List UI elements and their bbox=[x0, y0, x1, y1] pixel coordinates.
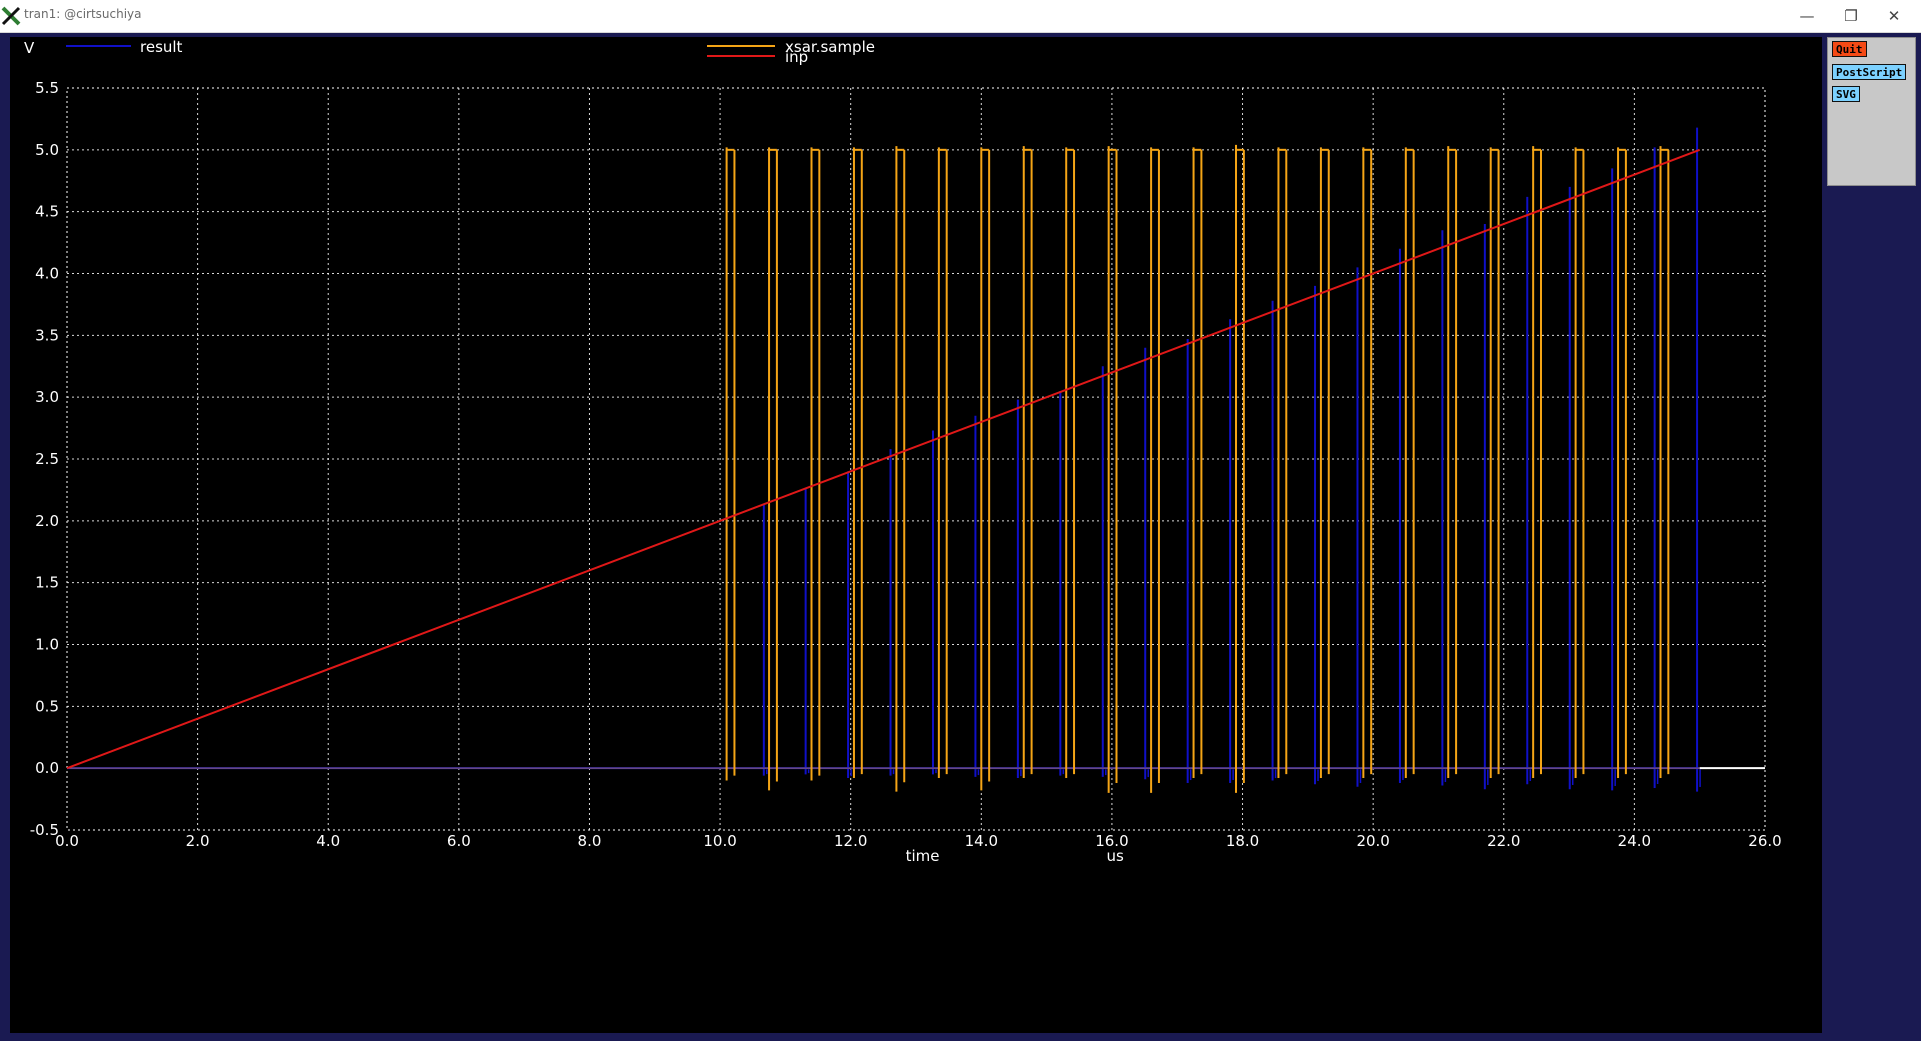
x-axis-label: time bbox=[906, 847, 940, 865]
x-tick-label: 24.0 bbox=[1618, 832, 1651, 850]
y-tick-label: 5.5 bbox=[35, 79, 59, 97]
x-tick-label: 6.0 bbox=[447, 832, 471, 850]
waveform-chart[interactable]: 0.0 2.0 4.0 6.0 8.0 10.0 12.0 14.0 16.0 18.0 20.0 2… bbox=[10, 37, 1822, 1033]
y-tick-label: 1.5 bbox=[35, 574, 59, 592]
window-bottom-border bbox=[0, 1036, 1921, 1041]
x-tick-label: 4.0 bbox=[316, 832, 340, 850]
x-tick-label: 16.0 bbox=[1095, 832, 1128, 850]
series bbox=[66, 127, 1765, 793]
button-panel: Quit PostScript SVG bbox=[1827, 37, 1916, 186]
svg-export-button[interactable]: SVG bbox=[1832, 86, 1860, 102]
x-tick-label: 26.0 bbox=[1748, 832, 1781, 850]
y-unit-label: V bbox=[24, 39, 35, 57]
y-tick-label: 0.5 bbox=[35, 697, 59, 715]
x-tick-label: 12.0 bbox=[834, 832, 867, 850]
close-button[interactable]: ✕ bbox=[1887, 7, 1901, 25]
legend-result-label: result bbox=[140, 38, 183, 56]
waveform-plot-area[interactable]: 0.0 2.0 4.0 6.0 8.0 10.0 12.0 14.0 16.0 18.0 20.0 2… bbox=[10, 37, 1822, 1033]
restore-button[interactable]: ❐ bbox=[1844, 7, 1858, 25]
inp-ramp bbox=[66, 148, 1701, 770]
x11-app-icon bbox=[1, 6, 21, 26]
y-tick-label: 1.0 bbox=[35, 636, 59, 654]
quit-button[interactable]: Quit bbox=[1832, 41, 1867, 57]
y-tick-label: 2.5 bbox=[35, 450, 59, 468]
minimize-button[interactable]: — bbox=[1799, 7, 1815, 25]
x-tick-label: 8.0 bbox=[578, 832, 602, 850]
y-tick-label: -0.5 bbox=[30, 821, 59, 839]
x-tick-label: 14.0 bbox=[965, 832, 998, 850]
y-tick-label: 5.0 bbox=[35, 141, 59, 159]
postscript-export-button[interactable]: PostScript bbox=[1832, 64, 1907, 80]
window-titlebar[interactable]: tran1: @cirtsuchiya — ❐ ✕ bbox=[0, 0, 1921, 33]
y-tick-label: 4.5 bbox=[35, 203, 59, 221]
y-tick-label: 2.0 bbox=[35, 512, 59, 530]
y-tick-label: 3.0 bbox=[35, 388, 59, 406]
legend-inp-label: inp bbox=[785, 48, 808, 66]
window-title: tran1: @cirtsuchiya bbox=[24, 7, 142, 21]
grid bbox=[67, 88, 1765, 830]
y-tick-label: 4.0 bbox=[35, 265, 59, 283]
plot-frame bbox=[66, 87, 1766, 831]
legend-sample-label: xsar.sample bbox=[785, 38, 875, 56]
x-tick-label: 20.0 bbox=[1356, 832, 1389, 850]
x-tick-label: 2.0 bbox=[186, 832, 210, 850]
axes: 0.0 2.0 4.0 6.0 8.0 10.0 12.0 14.0 16.0 18.0 20.0 2… bbox=[24, 39, 1782, 865]
x-tick-label: 10.0 bbox=[703, 832, 736, 850]
x-tick-label: 18.0 bbox=[1226, 832, 1259, 850]
y-tick-label: 3.5 bbox=[35, 326, 59, 344]
x-tick-label: 0.0 bbox=[55, 832, 79, 850]
y-tick-label: 0.0 bbox=[35, 759, 59, 777]
x-tick-label: 22.0 bbox=[1487, 832, 1520, 850]
x-unit-label: us bbox=[1107, 847, 1125, 865]
